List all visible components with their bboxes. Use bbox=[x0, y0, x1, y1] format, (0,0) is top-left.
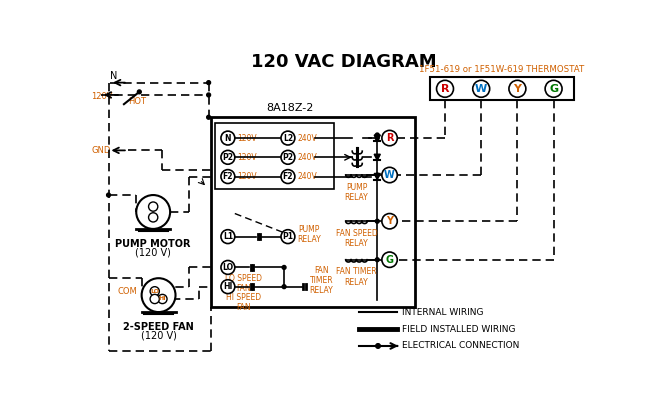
Circle shape bbox=[221, 170, 234, 184]
Text: GND: GND bbox=[92, 146, 111, 155]
Text: LO: LO bbox=[150, 289, 159, 294]
Circle shape bbox=[282, 285, 286, 289]
Text: HI: HI bbox=[223, 282, 232, 291]
Circle shape bbox=[136, 195, 170, 229]
Bar bbox=[211, 117, 415, 308]
Circle shape bbox=[282, 266, 286, 269]
Polygon shape bbox=[374, 135, 381, 141]
Bar bbox=[215, 124, 334, 189]
Text: LO SPEED
FAN: LO SPEED FAN bbox=[224, 274, 262, 293]
Circle shape bbox=[281, 131, 295, 145]
Text: COM: COM bbox=[117, 287, 137, 296]
Text: PUMP MOTOR: PUMP MOTOR bbox=[115, 239, 191, 249]
Circle shape bbox=[158, 295, 167, 304]
Text: 120V: 120V bbox=[237, 134, 257, 142]
Text: (120 V): (120 V) bbox=[141, 331, 176, 341]
Circle shape bbox=[281, 170, 295, 184]
Bar bbox=[429, 77, 574, 100]
Text: LO: LO bbox=[222, 263, 233, 272]
Circle shape bbox=[137, 90, 141, 94]
Circle shape bbox=[221, 150, 234, 164]
Circle shape bbox=[382, 252, 397, 267]
Circle shape bbox=[281, 230, 295, 243]
Circle shape bbox=[107, 193, 111, 197]
Text: PUMP
RELAY: PUMP RELAY bbox=[344, 183, 368, 202]
Text: 240V: 240V bbox=[297, 134, 317, 142]
Text: 2-SPEED FAN: 2-SPEED FAN bbox=[123, 322, 194, 332]
Text: R: R bbox=[441, 84, 450, 94]
Text: L2: L2 bbox=[283, 134, 293, 142]
Text: FAN
TIMER
RELAY: FAN TIMER RELAY bbox=[310, 266, 333, 295]
Text: PUMP
RELAY: PUMP RELAY bbox=[297, 225, 321, 244]
Circle shape bbox=[221, 230, 234, 243]
Text: 120V: 120V bbox=[92, 92, 113, 101]
Text: 240V: 240V bbox=[297, 153, 317, 162]
Circle shape bbox=[375, 173, 379, 177]
Text: N: N bbox=[224, 134, 231, 142]
Circle shape bbox=[382, 214, 397, 229]
Text: P1: P1 bbox=[283, 232, 293, 241]
Circle shape bbox=[221, 131, 234, 145]
Circle shape bbox=[281, 150, 295, 164]
Circle shape bbox=[545, 80, 562, 97]
Text: 120V: 120V bbox=[237, 172, 257, 181]
Circle shape bbox=[221, 280, 234, 294]
Circle shape bbox=[509, 80, 526, 97]
Text: G: G bbox=[385, 255, 393, 265]
Polygon shape bbox=[374, 154, 381, 160]
Text: 240V: 240V bbox=[297, 172, 317, 181]
Text: ELECTRICAL CONNECTION: ELECTRICAL CONNECTION bbox=[402, 341, 519, 350]
Circle shape bbox=[149, 202, 158, 211]
Circle shape bbox=[375, 219, 379, 223]
Text: R: R bbox=[386, 133, 393, 143]
Circle shape bbox=[207, 81, 210, 85]
Text: 120 VAC DIAGRAM: 120 VAC DIAGRAM bbox=[251, 53, 436, 71]
Circle shape bbox=[221, 261, 234, 274]
Text: INTERNAL WIRING: INTERNAL WIRING bbox=[402, 308, 483, 317]
Text: N: N bbox=[110, 71, 117, 81]
Text: (120 V): (120 V) bbox=[135, 247, 171, 257]
Circle shape bbox=[150, 287, 159, 296]
Polygon shape bbox=[374, 173, 381, 180]
Circle shape bbox=[375, 258, 379, 261]
Text: W: W bbox=[384, 170, 395, 180]
Circle shape bbox=[375, 133, 379, 137]
Text: F2: F2 bbox=[222, 172, 233, 181]
Circle shape bbox=[207, 93, 210, 97]
Circle shape bbox=[382, 130, 397, 146]
Text: FIELD INSTALLED WIRING: FIELD INSTALLED WIRING bbox=[402, 325, 515, 334]
Text: 1F51-619 or 1F51W-619 THERMOSTAT: 1F51-619 or 1F51W-619 THERMOSTAT bbox=[419, 65, 585, 74]
Circle shape bbox=[207, 115, 210, 119]
Circle shape bbox=[437, 80, 454, 97]
Text: HI SPEED
FAN: HI SPEED FAN bbox=[226, 293, 261, 312]
Text: F2: F2 bbox=[283, 172, 293, 181]
Circle shape bbox=[150, 295, 159, 304]
Text: HI: HI bbox=[159, 297, 166, 302]
Circle shape bbox=[149, 213, 158, 222]
Circle shape bbox=[141, 278, 176, 312]
Text: P2: P2 bbox=[283, 153, 293, 162]
Text: FAN TIMER
RELAY: FAN TIMER RELAY bbox=[336, 267, 377, 287]
Text: FAN SPEED
RELAY: FAN SPEED RELAY bbox=[336, 229, 377, 248]
Circle shape bbox=[375, 136, 379, 140]
Circle shape bbox=[382, 167, 397, 183]
Text: Y: Y bbox=[513, 84, 521, 94]
Text: 8A18Z-2: 8A18Z-2 bbox=[266, 103, 314, 113]
Text: G: G bbox=[549, 84, 558, 94]
Text: P2: P2 bbox=[222, 153, 233, 162]
Circle shape bbox=[473, 80, 490, 97]
Text: L1: L1 bbox=[223, 232, 233, 241]
Text: 120V: 120V bbox=[237, 153, 257, 162]
Text: HOT: HOT bbox=[128, 97, 146, 106]
Text: W: W bbox=[475, 84, 487, 94]
Circle shape bbox=[376, 344, 381, 348]
Text: Y: Y bbox=[386, 216, 393, 226]
